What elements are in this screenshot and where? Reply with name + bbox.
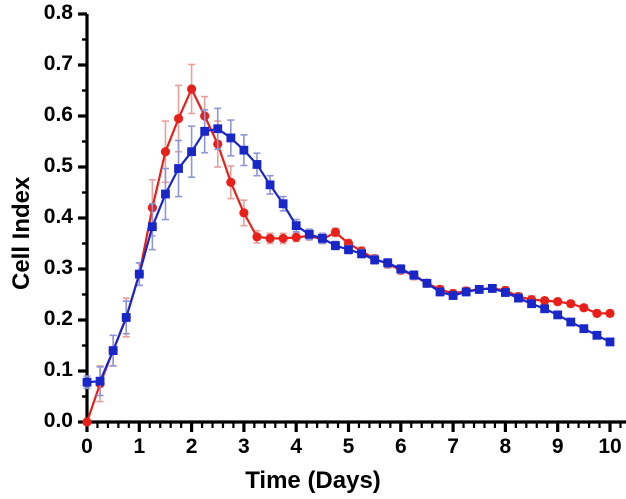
data-point [95,376,105,386]
y-tick-label: 0.0 [43,409,73,432]
series-2-square [82,107,615,397]
x-axis-title: Time (Days) [245,467,381,494]
x-tick-label: 10 [598,435,622,458]
data-point [553,310,563,320]
data-point [265,233,275,243]
data-point [252,160,262,169]
x-tick-label: 1 [133,435,146,458]
data-point [317,234,327,243]
data-point [134,269,144,279]
x-tick-label: 0 [81,435,93,458]
data-point [173,113,184,124]
data-point [422,278,432,288]
y-tick-label: 0.3 [43,256,73,279]
data-point [239,145,249,155]
y-tick-label: 0.4 [43,205,73,228]
data-point [474,285,484,294]
y-tick-label: 0.2 [43,307,73,330]
data-point [540,304,550,314]
y-tick-label: 0.8 [43,1,73,24]
data-point [435,287,445,297]
x-tick-label: 6 [394,435,407,458]
x-tick-label: 5 [342,435,355,458]
y-tick-label: 0.6 [43,103,73,126]
data-point [605,308,615,318]
series-markers [82,84,615,427]
y-tick-label: 0.7 [43,52,73,75]
data-point [291,221,301,231]
data-point [147,222,157,232]
data-point [82,377,92,387]
data-point [383,258,393,268]
data-point [160,147,171,157]
data-point [330,227,341,237]
data-point [579,324,589,334]
data-point [187,84,197,94]
data-point [161,189,170,199]
data-point [174,164,183,173]
x-tick-label: 2 [185,435,198,458]
data-point [304,229,314,239]
data-point [566,299,576,309]
data-point [278,233,288,243]
data-point [566,317,576,327]
data-point [409,270,419,280]
data-point [200,126,210,136]
data-point [370,255,380,265]
data-point [357,249,366,259]
data-point [527,299,536,309]
y-axis-title: Cell Index [8,176,35,290]
data-point [461,287,471,297]
data-point [226,177,236,187]
data-point [448,291,458,300]
y-tick-label: 0.1 [43,358,73,381]
data-point [252,232,262,242]
data-point [187,147,196,157]
data-point [82,417,92,427]
data-point [540,296,550,306]
data-point [265,180,275,190]
data-point [121,313,131,322]
y-tick-label: 0.5 [43,154,73,177]
data-point [331,241,340,250]
data-point [278,199,288,209]
data-point [501,288,510,297]
x-tick-label: 4 [290,435,303,458]
data-point [579,303,589,313]
x-tick-label: 8 [499,435,512,458]
x-tick-label: 7 [447,435,459,458]
data-point [553,297,563,307]
data-point [239,208,249,218]
data-point [592,308,602,318]
error-bars [96,63,614,403]
series-markers [82,124,615,387]
data-point [487,283,497,293]
axes-layer [78,12,626,432]
plot-layers [78,12,626,432]
data-point [108,346,118,355]
data-point [514,293,523,303]
data-point [213,124,223,134]
data-point [605,337,615,347]
x-tick-label: 3 [238,435,250,458]
data-point [344,245,353,255]
data-point [291,232,301,242]
data-point [396,264,406,274]
x-tick-label: 9 [551,435,564,458]
data-series-layer [82,63,615,427]
data-point [226,133,236,143]
data-point [592,330,602,340]
